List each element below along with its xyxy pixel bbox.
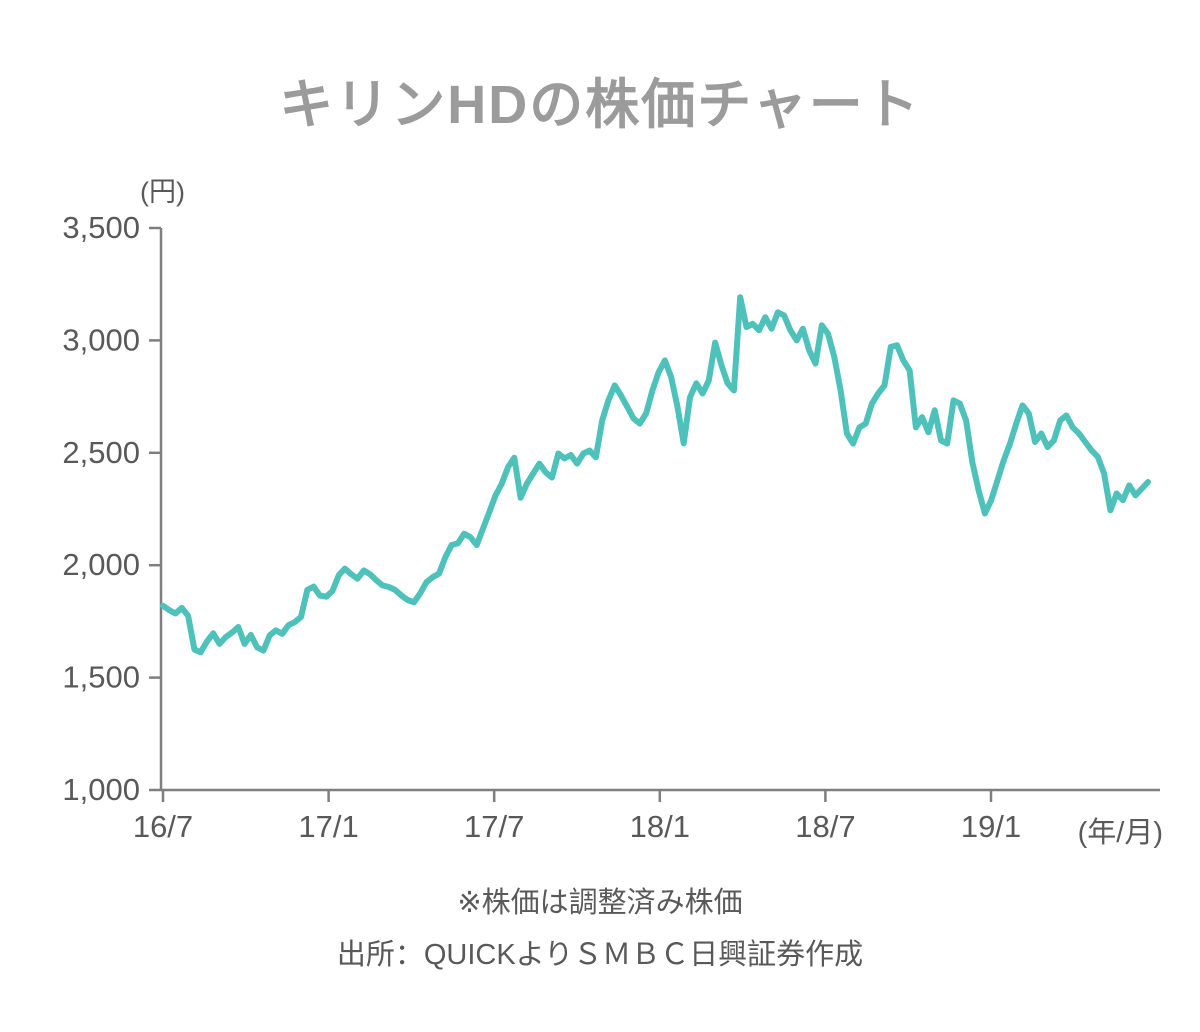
y-tick-label: 2,000: [62, 547, 140, 582]
y-tick-label: 2,500: [62, 435, 140, 470]
y-tick-label: 3,000: [62, 322, 140, 357]
y-axis-unit-label: (円): [140, 177, 185, 207]
chart-title: キリンHDの株価チャート: [279, 75, 921, 135]
x-axis-unit-label: (年/月): [1077, 817, 1163, 849]
price-line-series: [160, 294, 1151, 656]
source-note: 出所：QUICKよりＳＭＢＣ日興証券作成: [336, 939, 864, 971]
x-tick-label: 16/7: [133, 809, 193, 844]
footnote: ※株価は調整済み株価: [457, 887, 743, 919]
y-tick-label: 3,500: [62, 210, 140, 245]
x-tick-label: 18/1: [630, 809, 690, 844]
x-tick-label: 17/1: [298, 809, 358, 844]
y-tick-label: 1,500: [62, 660, 140, 695]
x-tick-label: 19/1: [961, 809, 1021, 844]
y-tick-label: 1,000: [62, 772, 140, 807]
x-tick-label: 17/7: [464, 809, 524, 844]
x-tick-label: 18/7: [795, 809, 855, 844]
